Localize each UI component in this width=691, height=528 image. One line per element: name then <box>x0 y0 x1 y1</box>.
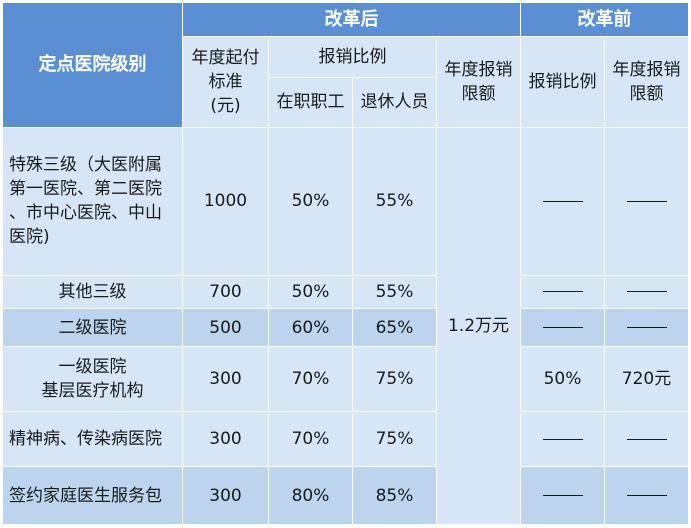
employed-ratio-cell: 50% <box>268 127 353 276</box>
dash-mark <box>626 495 667 497</box>
before-limit-cell <box>604 466 689 525</box>
annual-limit-header-line2: 限额 <box>461 84 496 105</box>
employed-header: 在职职工 <box>268 76 353 129</box>
level-line: 一级医院 <box>58 357 127 378</box>
level-line: 基层医疗机构 <box>41 381 144 402</box>
dash-mark <box>626 327 667 329</box>
level-column-header: 定点医院级别 <box>2 1 183 129</box>
table-row: 一级医院 基层医疗机构 300 70% 75% 50% 720元 <box>2 346 689 412</box>
before-limit-header-line1: 年度报销 <box>612 60 681 81</box>
before-ratio-header: 报销比例 <box>520 36 605 129</box>
before-limit-cell <box>604 127 689 276</box>
header-row-3: 在职职工 退休人员 <box>3 76 689 129</box>
employed-ratio-cell: 50% <box>268 274 353 309</box>
level-cell: 签约家庭医生服务包 <box>2 466 183 525</box>
level-cell: 其他三级 <box>2 274 183 309</box>
before-limit-cell <box>604 274 689 309</box>
retired-header: 退休人员 <box>352 76 437 129</box>
level-line: 第一医院、第二医院 <box>9 179 162 200</box>
retired-ratio-cell: 85% <box>352 466 437 525</box>
table-row: 其他三级 700 50% 55% <box>2 274 689 309</box>
retired-ratio-cell: 55% <box>352 127 437 276</box>
reform-after-header: 改革后 <box>182 1 521 38</box>
dash-mark <box>626 291 667 293</box>
deductible-cell: 500 <box>182 307 269 348</box>
dash-mark <box>542 438 583 440</box>
employed-ratio-cell: 70% <box>268 346 353 412</box>
before-ratio-cell <box>520 127 605 276</box>
dash-mark <box>542 291 583 293</box>
retired-ratio-cell: 65% <box>352 307 437 348</box>
header-row-1: 定点医院级别 改革后 改革前 <box>2 1 689 129</box>
level-cell: 特殊三级（大医附属 第一医院、第二医院 、市中心医院、中山 医院) <box>2 127 183 276</box>
before-ratio-cell <box>520 307 605 348</box>
table-row: 二级医院 500 60% 65% <box>2 307 689 348</box>
deductible-header: 年度起付 标准 (元) <box>182 36 269 129</box>
dash-mark <box>542 327 583 329</box>
level-line: 医院) <box>9 227 50 248</box>
employed-ratio-cell: 60% <box>268 307 353 348</box>
deductible-cell: 700 <box>182 274 269 309</box>
level-cell: 一级医院 基层医疗机构 <box>2 346 183 412</box>
reform-before-header: 改革前 <box>520 1 689 38</box>
deductible-header-line3: (元) <box>210 96 241 117</box>
before-ratio-cell <box>520 274 605 309</box>
dash-mark <box>542 495 583 497</box>
table-row: 签约家庭医生服务包 300 80% 85% <box>2 466 689 525</box>
before-limit-cell: 720元 <box>604 346 689 412</box>
dash-mark <box>542 200 583 202</box>
deductible-header-line2: 标准 <box>208 72 243 93</box>
level-cell: 二级医院 <box>2 307 183 348</box>
retired-ratio-cell: 55% <box>352 274 437 309</box>
level-line: 、市中心医院、中山 <box>9 203 162 224</box>
before-limit-header-line2: 限额 <box>629 84 664 105</box>
deductible-cell: 1000 <box>182 127 269 276</box>
deductible-cell: 300 <box>182 410 269 468</box>
deductible-header-text: 年度起付 标准 (元) <box>192 46 260 118</box>
before-ratio-cell <box>520 410 605 468</box>
retired-ratio-cell: 75% <box>352 346 437 412</box>
reimburse-ratio-header: 报销比例 <box>268 36 437 78</box>
employed-ratio-cell: 70% <box>268 410 353 468</box>
level-cell: 精神病、传染病医院 <box>2 410 183 468</box>
table-row: 精神病、传染病医院 300 70% 75% <box>2 410 689 468</box>
deductible-cell: 300 <box>182 466 269 525</box>
annual-limit-cell: 1.2万元 <box>436 127 521 525</box>
employed-ratio-cell: 80% <box>268 466 353 525</box>
annual-limit-header-line1: 年度报销 <box>444 60 513 81</box>
before-ratio-cell: 50% <box>520 346 605 412</box>
before-limit-cell <box>604 307 689 348</box>
table-row: 特殊三级（大医附属 第一医院、第二医院 、市中心医院、中山 医院) 1000 5… <box>2 127 689 525</box>
before-limit-cell <box>604 410 689 468</box>
dash-mark <box>626 438 667 440</box>
annual-limit-header: 年度报销 限额 <box>436 36 521 129</box>
header-row-2: 年度起付 标准 (元) 报销比例 年度报销 限额 报销比例 年度报销 限额 <box>3 36 689 129</box>
before-ratio-cell <box>520 466 605 525</box>
deductible-header-line1: 年度起付 <box>191 48 260 69</box>
deductible-cell: 300 <box>182 346 269 412</box>
retired-ratio-cell: 75% <box>352 410 437 468</box>
before-limit-header: 年度报销 限额 <box>604 36 689 129</box>
dash-mark <box>626 200 667 202</box>
level-line: 特殊三级（大医附属 <box>9 155 162 176</box>
